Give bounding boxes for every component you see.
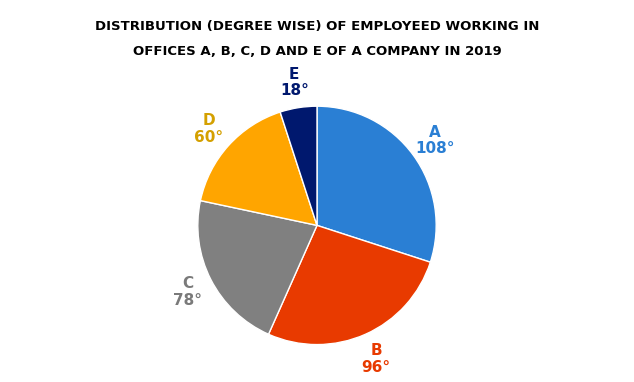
Wedge shape — [317, 106, 436, 262]
Text: DISTRIBUTION (DEGREE WISE) OF EMPLOYEED WORKING IN: DISTRIBUTION (DEGREE WISE) OF EMPLOYEED … — [95, 20, 539, 33]
Wedge shape — [200, 112, 317, 225]
Text: 96°: 96° — [361, 359, 391, 375]
Text: C: C — [182, 276, 193, 291]
Text: 78°: 78° — [173, 293, 202, 308]
Wedge shape — [280, 106, 317, 225]
Text: 18°: 18° — [280, 83, 309, 98]
Text: B: B — [370, 343, 382, 358]
Text: OFFICES A, B, C, D AND E OF A COMPANY IN 2019: OFFICES A, B, C, D AND E OF A COMPANY IN… — [133, 45, 501, 58]
Text: E: E — [289, 66, 299, 81]
Text: A: A — [429, 125, 441, 140]
Text: 60°: 60° — [195, 129, 224, 144]
Text: D: D — [203, 113, 216, 128]
Text: 108°: 108° — [415, 141, 455, 156]
Wedge shape — [269, 225, 430, 345]
Wedge shape — [198, 201, 317, 334]
